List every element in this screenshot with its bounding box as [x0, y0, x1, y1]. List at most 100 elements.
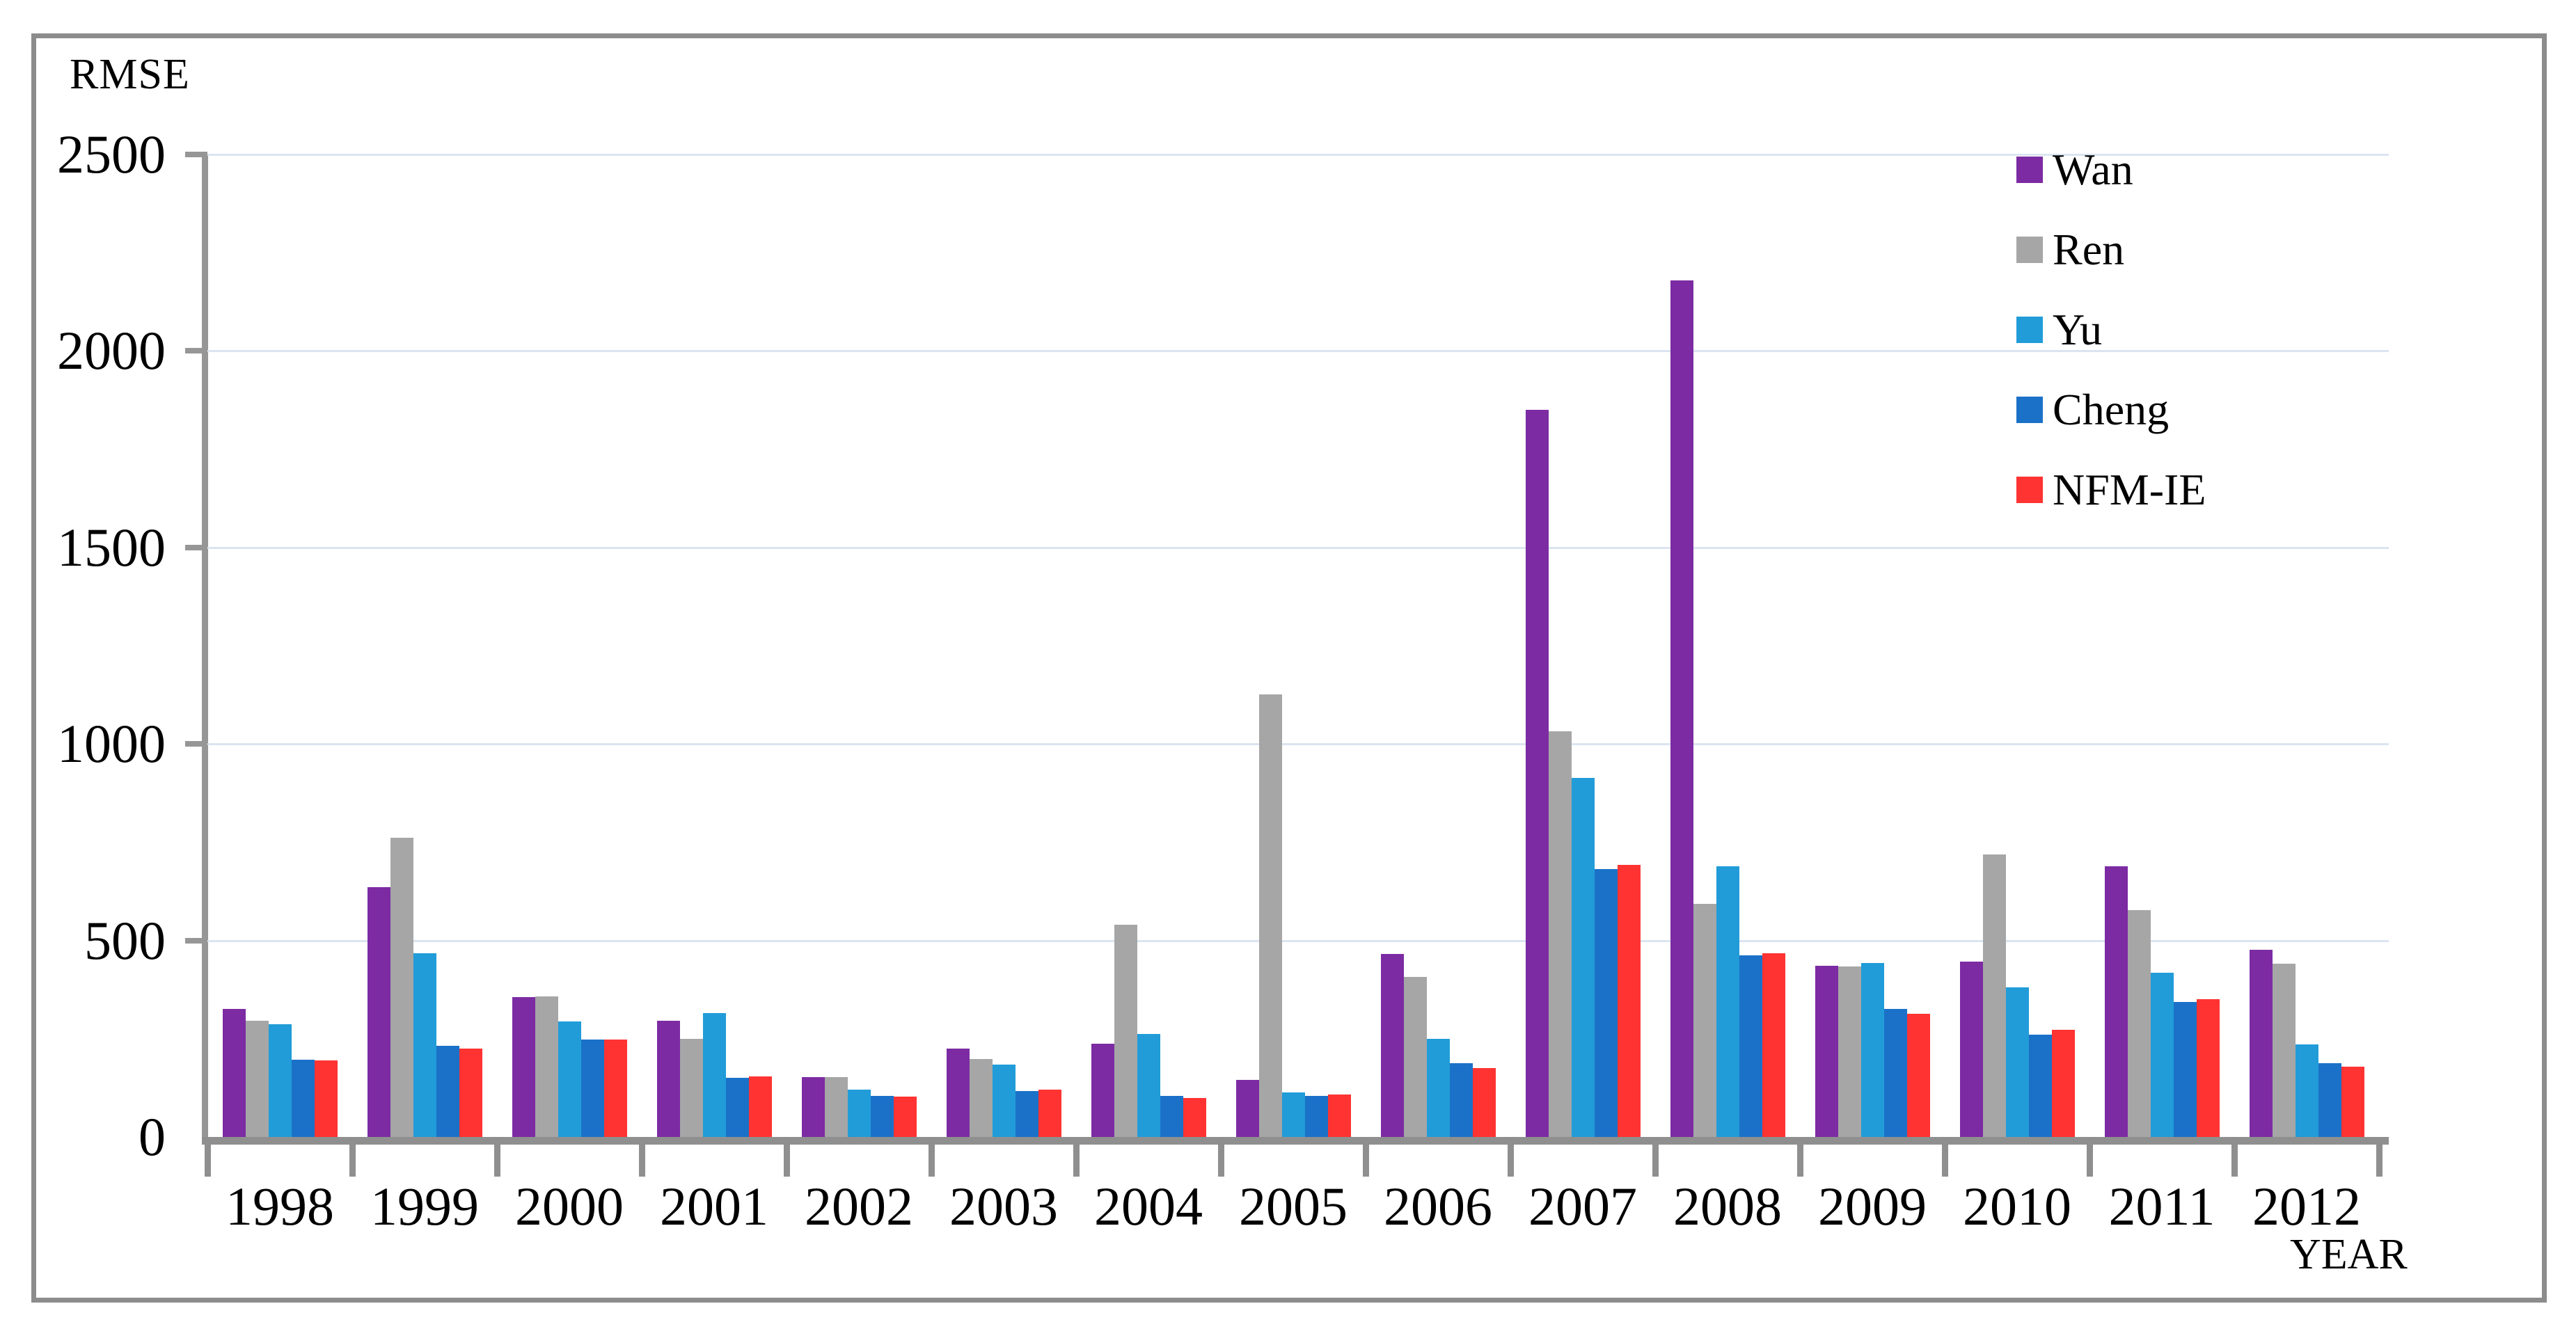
gridline-1500: [207, 546, 2389, 549]
gridline-2000: [207, 350, 2389, 353]
bar-group-1998: [207, 154, 352, 1137]
y-tick-label-2000: 2000: [57, 320, 166, 381]
bar-group-2004: [1076, 154, 1221, 1137]
bar-nfm-ie-2009: [1906, 1014, 1930, 1137]
x-axis-line: [202, 1137, 2389, 1145]
y-axis-title: RMSE: [70, 51, 190, 98]
bar-group-2006: [1366, 154, 1510, 1137]
x-tick-label-2006: 2006: [1384, 1176, 1492, 1236]
bar-yu-2000: [558, 1021, 581, 1137]
bar-cheng-2001: [725, 1078, 749, 1137]
gridline-2500: [207, 154, 2389, 156]
bar-cheng-2010: [2028, 1035, 2052, 1137]
bar-wan-2001: [656, 1021, 680, 1137]
bar-yu-2004: [1137, 1034, 1160, 1137]
x-tick-mark-6: [1073, 1145, 1080, 1177]
x-tick-label-2008: 2008: [1673, 1176, 1782, 1236]
bar-ren-2012: [2272, 964, 2296, 1137]
bar-wan-2010: [1959, 962, 1983, 1137]
bar-ren-2008: [1693, 904, 1716, 1137]
legend-swatch-yu: [2016, 316, 2043, 343]
legend-item-wan: Wan: [2016, 129, 2206, 209]
x-tick-mark-2: [494, 1145, 500, 1177]
gridline-500: [207, 939, 2389, 942]
bar-ren-2010: [1982, 854, 2006, 1137]
bar-yu-2012: [2295, 1044, 2318, 1137]
bar-yu-1999: [413, 953, 436, 1137]
bar-nfm-ie-1998: [314, 1060, 338, 1137]
x-tick-label-2010: 2010: [1963, 1176, 2071, 1236]
bar-yu-2005: [1281, 1092, 1305, 1137]
x-tick-label-2009: 2009: [1818, 1176, 1927, 1236]
x-tick-label-2007: 2007: [1528, 1176, 1637, 1236]
bar-ren-2006: [1403, 977, 1427, 1137]
x-tick-mark-8: [1363, 1145, 1369, 1177]
bar-wan-2012: [2249, 950, 2273, 1137]
bar-group-2002: [787, 154, 931, 1137]
bar-cheng-2007: [1594, 869, 1618, 1137]
plot-area: [207, 154, 2379, 1137]
x-tick-mark-7: [1218, 1145, 1224, 1177]
bar-group-2011: [2089, 154, 2234, 1137]
y-axis-line: [202, 154, 208, 1144]
bar-nfm-ie-1999: [459, 1049, 482, 1137]
x-tick-mark-4: [784, 1145, 790, 1177]
bar-ren-2009: [1838, 966, 1861, 1137]
bar-cheng-2011: [2173, 1002, 2197, 1137]
bar-yu-2007: [1571, 778, 1595, 1137]
x-tick-label-2004: 2004: [1094, 1176, 1203, 1236]
bar-group-2000: [497, 154, 642, 1137]
bar-yu-1998: [268, 1024, 292, 1137]
x-tick-label-2005: 2005: [1239, 1176, 1348, 1236]
bar-nfm-ie-2012: [2341, 1067, 2364, 1137]
bar-ren-2003: [969, 1059, 993, 1137]
bar-group-1999: [352, 154, 497, 1137]
x-tick-mark-15: [2376, 1145, 2383, 1177]
bar-nfm-ie-2002: [893, 1097, 917, 1137]
x-tick-mark-11: [1797, 1145, 1803, 1177]
bar-cheng-2012: [2318, 1063, 2341, 1137]
legend-item-nfm-ie: NFM-IE: [2016, 449, 2206, 530]
bar-ren-2000: [535, 996, 558, 1137]
x-tick-mark-9: [1508, 1145, 1514, 1177]
bar-wan-2006: [1380, 954, 1404, 1137]
bar-yu-2009: [1860, 963, 1884, 1137]
x-axis-title: YEAR: [2290, 1231, 2408, 1278]
y-tick-label-500: 500: [84, 909, 166, 971]
bar-cheng-2004: [1160, 1096, 1183, 1137]
x-tick-label-2002: 2002: [805, 1176, 913, 1236]
bar-nfm-ie-2008: [1762, 953, 1785, 1137]
y-tick-label-2500: 2500: [57, 124, 166, 184]
bar-cheng-2009: [1883, 1009, 1907, 1137]
bar-nfm-ie-2003: [1038, 1090, 1061, 1137]
bar-nfm-ie-2004: [1183, 1098, 1206, 1137]
x-tick-mark-14: [2231, 1145, 2238, 1177]
bar-ren-2004: [1114, 925, 1137, 1137]
x-tick-label-1999: 1999: [370, 1176, 479, 1236]
bar-yu-2010: [2005, 987, 2029, 1137]
bar-cheng-2008: [1739, 955, 1762, 1137]
bar-cheng-1999: [436, 1046, 459, 1137]
bar-ren-2002: [824, 1077, 848, 1137]
x-tick-label-2001: 2001: [660, 1176, 768, 1236]
legend-item-ren: Ren: [2016, 209, 2206, 289]
y-tick-label-1500: 1500: [57, 516, 166, 578]
legend-label-yu: Yu: [2053, 304, 2103, 354]
y-tick-mark-1500: [185, 544, 207, 550]
x-tick-mark-10: [1652, 1145, 1659, 1177]
bar-wan-2004: [1091, 1044, 1114, 1137]
bar-nfm-ie-2010: [2051, 1030, 2075, 1137]
y-tick-mark-1000: [185, 741, 207, 747]
bar-yu-2006: [1426, 1039, 1450, 1137]
bar-nfm-ie-2000: [603, 1040, 627, 1137]
bar-nfm-ie-2005: [1327, 1095, 1351, 1137]
bar-cheng-2002: [870, 1096, 894, 1137]
legend-item-cheng: Cheng: [2016, 369, 2206, 449]
bar-yu-2008: [1716, 866, 1739, 1137]
bar-wan-2000: [512, 997, 535, 1137]
x-tick-mark-3: [639, 1145, 645, 1177]
legend-swatch-ren: [2016, 236, 2043, 263]
bar-ren-1999: [390, 838, 413, 1137]
bar-wan-2008: [1670, 280, 1693, 1137]
